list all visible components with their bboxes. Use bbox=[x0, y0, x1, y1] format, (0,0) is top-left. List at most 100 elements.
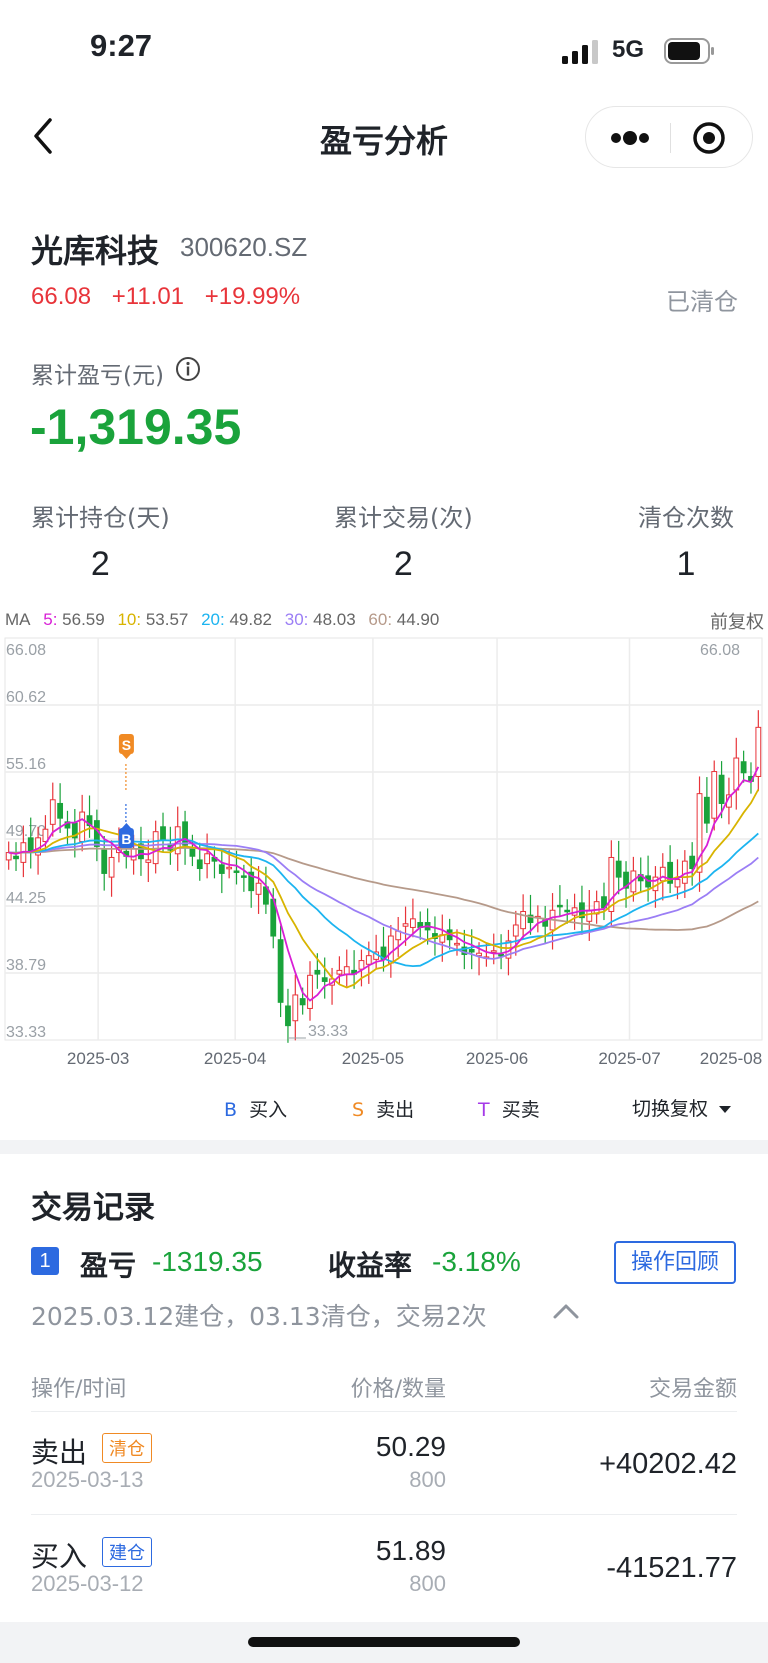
record-summary: 2025.03.12建仓，03.13清仓，交易2次 bbox=[31, 1302, 487, 1331]
candle-body bbox=[476, 952, 482, 957]
buy-marker-tip bbox=[121, 823, 131, 828]
x-tick-label: 2025-06 bbox=[466, 1049, 528, 1068]
candle-body bbox=[755, 726, 762, 777]
candle-body bbox=[160, 826, 166, 841]
switch-adjust-dropdown[interactable]: 切换复权 bbox=[632, 1094, 732, 1121]
home-indicator[interactable] bbox=[248, 1637, 520, 1647]
buy-marker-label: B bbox=[121, 831, 131, 847]
stat-value: 2 bbox=[90, 545, 110, 583]
back-icon[interactable] bbox=[28, 114, 60, 158]
row-date: 2025-03-13 bbox=[31, 1467, 144, 1492]
candle-body bbox=[292, 994, 299, 1022]
x-tick-label: 2025-07 bbox=[598, 1049, 660, 1068]
info-icon[interactable] bbox=[175, 356, 201, 382]
capsule-divider bbox=[670, 123, 671, 153]
legend-buy: B 买入 bbox=[224, 1095, 287, 1122]
candle-body bbox=[623, 871, 629, 889]
stock-code: 300620.SZ bbox=[180, 232, 308, 262]
candle-body bbox=[556, 904, 563, 908]
legend-label: 买卖 bbox=[501, 1099, 540, 1121]
candle-body bbox=[402, 923, 409, 927]
ma-item: 10: 53.57 bbox=[117, 610, 189, 629]
network-label: 5G bbox=[612, 36, 645, 63]
candle-body bbox=[468, 949, 475, 953]
row-divider bbox=[31, 1411, 737, 1412]
return-value: -3.18% bbox=[432, 1246, 521, 1277]
close-target-icon[interactable] bbox=[692, 121, 726, 155]
kline-chart[interactable]: 66.08 60.62 55.16 49.70 44.25 38.79 33.33 2025-… bbox=[0, 632, 768, 1072]
candle-body bbox=[182, 821, 188, 846]
candle-body bbox=[387, 935, 394, 964]
candle-body bbox=[130, 848, 137, 861]
candle-body bbox=[696, 793, 703, 873]
review-button[interactable]: 操作回顾 bbox=[614, 1241, 736, 1284]
ma-item: 60: 44.90 bbox=[368, 610, 440, 629]
candle-body bbox=[314, 969, 321, 975]
col-header-price-qty: 价格/数量 bbox=[350, 1377, 446, 1402]
candle-body bbox=[233, 870, 240, 873]
legend-trade: T 买卖 bbox=[478, 1095, 540, 1122]
y-tick-label: 60.62 bbox=[6, 689, 46, 706]
y-tick-label: 33.33 bbox=[6, 1024, 46, 1041]
stat-hold-days: 累计持仓(天) 2 bbox=[31, 498, 170, 584]
page-title: 盈亏分析 bbox=[319, 122, 448, 160]
row-op: 卖出 bbox=[31, 1436, 88, 1469]
candle-body bbox=[498, 953, 504, 957]
row-divider bbox=[31, 1514, 737, 1515]
stat-label: 累计交易(次) bbox=[334, 504, 473, 532]
candle-body bbox=[321, 977, 328, 982]
y-tick-label: 66.08 bbox=[6, 642, 46, 659]
row-tag: 建仓 bbox=[102, 1537, 152, 1567]
battery-icon bbox=[664, 38, 714, 64]
candle-body bbox=[365, 955, 372, 965]
section-divider bbox=[0, 1140, 768, 1154]
chevron-up-icon[interactable] bbox=[552, 1302, 580, 1320]
candle-body bbox=[138, 843, 144, 860]
candle-body bbox=[93, 820, 100, 847]
legend-sell: S 卖出 bbox=[352, 1095, 414, 1122]
candle-body bbox=[5, 852, 12, 861]
candle-body bbox=[512, 924, 519, 937]
candle-body bbox=[608, 856, 615, 912]
adjust-label[interactable]: 前复权 bbox=[710, 612, 764, 633]
candle-body bbox=[615, 860, 622, 878]
candle-body bbox=[13, 855, 19, 860]
y-tick-label: 55.16 bbox=[6, 756, 46, 773]
candle-body bbox=[586, 909, 593, 922]
switch-adjust-label: 切换复权 bbox=[632, 1098, 709, 1120]
candle-body bbox=[659, 866, 666, 882]
candle-body bbox=[358, 960, 365, 970]
candle-body bbox=[689, 855, 696, 870]
candle-body bbox=[454, 942, 460, 946]
more-icon[interactable] bbox=[610, 127, 650, 149]
row-qty: 800 bbox=[409, 1571, 446, 1596]
row-amount: -41521.77 bbox=[606, 1552, 737, 1584]
row-amount: +40202.42 bbox=[599, 1448, 737, 1480]
stat-value: 1 bbox=[676, 545, 696, 583]
candle-body bbox=[27, 837, 34, 852]
candle-body bbox=[86, 815, 93, 827]
stat-value: 2 bbox=[393, 545, 413, 583]
row-op: 买入 bbox=[31, 1540, 88, 1573]
candle-body bbox=[733, 757, 740, 791]
buy-marker bbox=[118, 828, 134, 848]
cum-pl-value: -1,319.35 bbox=[30, 399, 242, 455]
records-title: 交易记录 bbox=[31, 1190, 155, 1226]
stock-change: +11.01 bbox=[111, 283, 185, 310]
candle-body bbox=[108, 856, 115, 878]
candle-body bbox=[299, 998, 306, 1006]
legend-key: T bbox=[478, 1099, 490, 1121]
candle-body bbox=[409, 918, 416, 928]
candle-body bbox=[152, 831, 159, 865]
row-tag: 清仓 bbox=[102, 1433, 152, 1463]
x-tick-label: 2025-03 bbox=[67, 1049, 129, 1068]
legend-key: B bbox=[224, 1099, 238, 1121]
candle-body bbox=[718, 774, 725, 804]
stat-clear-count: 清仓次数 1 bbox=[638, 498, 734, 584]
candle-body bbox=[490, 950, 497, 953]
position-state: 已清仓 bbox=[666, 288, 738, 316]
candle-body bbox=[667, 861, 674, 884]
status-time: 9:27 bbox=[90, 28, 153, 63]
candle-body bbox=[703, 796, 710, 824]
status-bar: 9:27 5G bbox=[0, 0, 768, 100]
